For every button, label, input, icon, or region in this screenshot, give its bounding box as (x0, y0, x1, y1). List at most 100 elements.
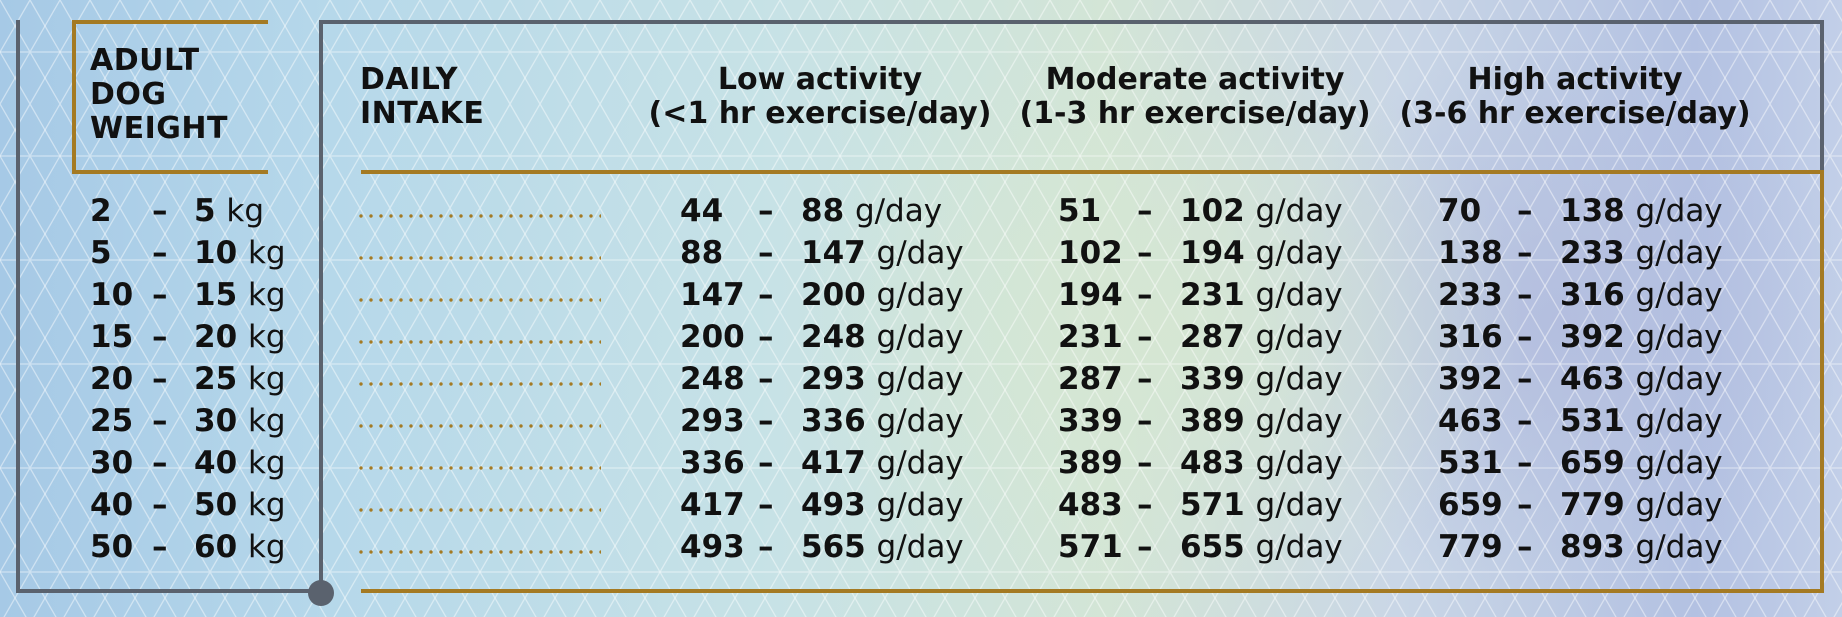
weight-min: 25 (90, 403, 134, 439)
range-dash: – (758, 361, 774, 397)
low-max: 493 g/day (801, 484, 964, 526)
high-min: 70 (1438, 193, 1482, 229)
weight-min: 20 (90, 361, 134, 397)
moderate-max-value: 102 (1180, 193, 1245, 229)
low-min: 417 (680, 487, 745, 523)
range-dash: – (152, 445, 168, 481)
low-max-value: 293 (801, 361, 866, 397)
moderate-min: 571 (1058, 529, 1123, 565)
low-min: 336 (680, 445, 745, 481)
moderate-max-value: 483 (1180, 445, 1245, 481)
table-row: 15 – 20 kg 200 – 248 g/day 231 – 287 g/d… (0, 316, 1842, 358)
moderate-max: 655 g/day (1180, 526, 1343, 568)
intake-unit: g/day (876, 487, 964, 523)
weight-max-value: 10 (194, 235, 238, 271)
high-max-value: 463 (1560, 361, 1625, 397)
weight-min: 30 (90, 445, 134, 481)
low-max: 336 g/day (801, 400, 964, 442)
gold-right-border (1820, 170, 1824, 593)
range-dash: – (152, 319, 168, 355)
weight-unit: kg (247, 529, 286, 565)
moderate-activity-subtitle: (1-3 hr exercise/day) (1019, 96, 1371, 131)
weight-min: 50 (90, 529, 134, 565)
moderate-min: 51 (1058, 193, 1102, 229)
moderate-activity-header: Moderate activity (1-3 hr exercise/day) (1015, 63, 1375, 131)
low-min: 200 (680, 319, 745, 355)
weight-unit: kg (247, 487, 286, 523)
high-max-value: 659 (1560, 445, 1625, 481)
moderate-min: 483 (1058, 487, 1123, 523)
weight-max: 50 kg (194, 484, 286, 526)
moderate-max-value: 655 (1180, 529, 1245, 565)
weight-max-value: 15 (194, 277, 238, 313)
high-max: 316 g/day (1560, 274, 1723, 316)
weight-unit: kg (247, 445, 286, 481)
range-dash: – (1137, 403, 1153, 439)
range-dash: – (1517, 193, 1533, 229)
intake-unit: g/day (1255, 529, 1343, 565)
weight-max: 60 kg (194, 526, 286, 568)
range-dash: – (152, 487, 168, 523)
dotted-leader (356, 298, 601, 302)
moderate-min: 339 (1058, 403, 1123, 439)
weight-column-left-border (16, 20, 20, 593)
high-min: 531 (1438, 445, 1503, 481)
moderate-max: 339 g/day (1180, 358, 1343, 400)
low-max: 88 g/day (801, 190, 942, 232)
weight-max-value: 20 (194, 319, 238, 355)
high-max: 531 g/day (1560, 400, 1723, 442)
weight-max: 25 kg (194, 358, 286, 400)
weight-column-bottom-border (16, 589, 323, 593)
weight-max: 5 kg (194, 190, 264, 232)
weight-min: 2 (90, 193, 112, 229)
table-row: 50 – 60 kg 493 – 565 g/day 571 – 655 g/d… (0, 526, 1842, 568)
range-dash: – (1517, 445, 1533, 481)
high-max-value: 138 (1560, 193, 1625, 229)
moderate-max-value: 194 (1180, 235, 1245, 271)
weight-header-gold-top (72, 20, 268, 24)
high-max: 138 g/day (1560, 190, 1723, 232)
range-dash: – (1517, 361, 1533, 397)
range-dash: – (758, 529, 774, 565)
table-row: 25 – 30 kg 293 – 336 g/day 339 – 389 g/d… (0, 400, 1842, 442)
low-min: 88 (680, 235, 724, 271)
intake-unit: g/day (1635, 235, 1723, 271)
dotted-leader (356, 340, 601, 344)
high-max-value: 893 (1560, 529, 1625, 565)
low-min: 493 (680, 529, 745, 565)
moderate-max: 102 g/day (1180, 190, 1343, 232)
low-min: 147 (680, 277, 745, 313)
dotted-leader (356, 256, 601, 260)
intake-unit: g/day (1635, 529, 1723, 565)
weight-max-value: 50 (194, 487, 238, 523)
high-max: 779 g/day (1560, 484, 1723, 526)
high-max: 463 g/day (1560, 358, 1723, 400)
low-min: 44 (680, 193, 724, 229)
intake-unit: g/day (1255, 445, 1343, 481)
low-max: 417 g/day (801, 442, 964, 484)
weight-unit: kg (226, 193, 265, 229)
low-min: 293 (680, 403, 745, 439)
low-max-value: 336 (801, 403, 866, 439)
high-max-value: 779 (1560, 487, 1625, 523)
weight-unit: kg (247, 403, 286, 439)
moderate-min: 194 (1058, 277, 1123, 313)
high-max: 392 g/day (1560, 316, 1723, 358)
range-dash: – (1517, 487, 1533, 523)
low-max: 293 g/day (801, 358, 964, 400)
high-min: 138 (1438, 235, 1503, 271)
moderate-max-value: 287 (1180, 319, 1245, 355)
moderate-max-value: 389 (1180, 403, 1245, 439)
high-activity-subtitle: (3-6 hr exercise/day) (1399, 96, 1751, 131)
daily-intake-header: DAILY INTAKE (360, 62, 485, 131)
intake-unit: g/day (1635, 403, 1723, 439)
range-dash: – (152, 193, 168, 229)
weight-max-value: 30 (194, 403, 238, 439)
weight-max: 20 kg (194, 316, 286, 358)
high-min: 316 (1438, 319, 1503, 355)
weight-max-value: 5 (194, 193, 216, 229)
moderate-max-value: 231 (1180, 277, 1245, 313)
weight-min: 15 (90, 319, 134, 355)
low-max: 248 g/day (801, 316, 964, 358)
